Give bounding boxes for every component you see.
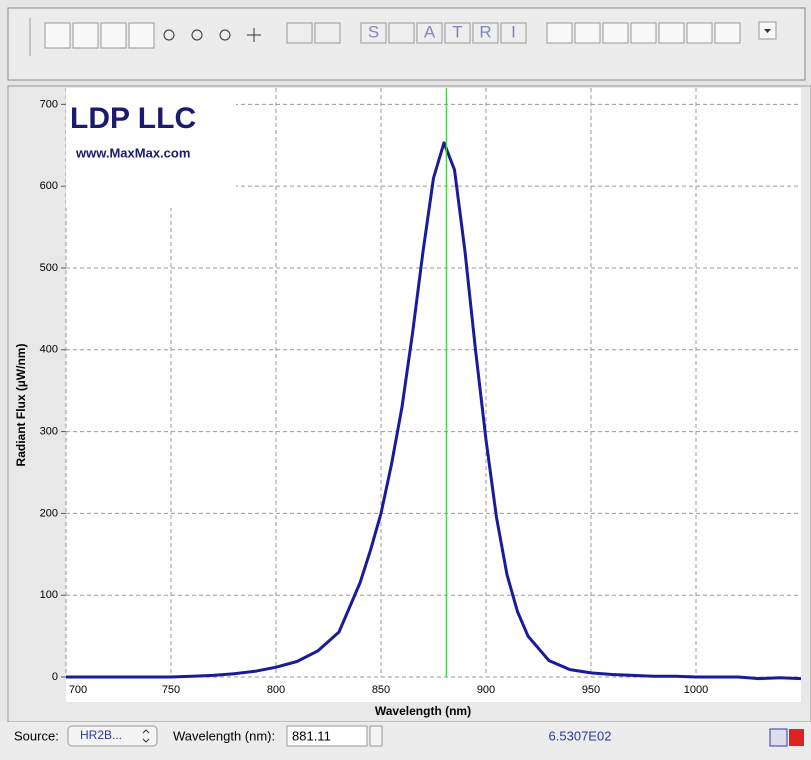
zoom-out[interactable] — [191, 29, 203, 41]
tool-button[interactable] — [128, 22, 155, 49]
text-button-label: S — [368, 22, 379, 41]
close-marker-button[interactable] — [789, 729, 804, 746]
curve-button[interactable] — [658, 22, 685, 44]
logo-subtitle: www.MaxMax.com — [75, 145, 190, 160]
source-label: Source: — [14, 728, 59, 743]
bulb-button[interactable] — [286, 22, 313, 44]
tool-button[interactable] — [44, 22, 71, 49]
tool-button[interactable] — [72, 22, 99, 49]
y-tick-label: 500 — [40, 262, 58, 274]
text-button-label: I — [511, 22, 516, 41]
peak-button[interactable] — [769, 728, 788, 747]
x-tick-label: 900 — [477, 684, 495, 696]
y-axis-label: Radiant Flux (µW/nm) — [14, 344, 28, 467]
copy-button[interactable] — [630, 22, 657, 44]
source-select[interactable] — [67, 725, 158, 747]
text-button[interactable] — [444, 22, 471, 44]
y-tick-label: 400 — [40, 344, 58, 356]
x-tick-label: 1000 — [684, 684, 708, 696]
x-tick-label: 700 — [69, 684, 87, 696]
y-tick-label: 600 — [40, 180, 58, 192]
plot: 0 100 200 300 400 500 600 700 700 750 800 850 900 950… — [40, 88, 802, 702]
pan[interactable] — [247, 28, 261, 42]
x-tick-label: 750 — [162, 684, 180, 696]
x-tick-label: 850 — [372, 684, 390, 696]
x-tick-label: 950 — [582, 684, 600, 696]
wavelength-input[interactable] — [286, 725, 368, 747]
y-tick-label: 200 — [40, 507, 58, 519]
zoom-in[interactable] — [163, 29, 175, 41]
source-value: HR2B... — [80, 728, 122, 742]
print-button[interactable] — [574, 22, 601, 44]
wavelength-label: Wavelength (nm): — [173, 728, 275, 743]
text-button[interactable] — [500, 22, 527, 44]
zoom-reset[interactable] — [219, 29, 231, 41]
text-button[interactable] — [416, 22, 443, 44]
export-button[interactable] — [686, 22, 713, 44]
text-button[interactable] — [360, 22, 387, 44]
select-arrows — [142, 729, 150, 743]
text-button-label: R — [479, 22, 491, 41]
y-tick-label: 0 — [52, 671, 58, 683]
wavelength-spinner[interactable] — [369, 725, 383, 747]
save-button[interactable] — [546, 22, 573, 44]
y-tick-label: 700 — [40, 98, 58, 110]
logo-backdrop — [66, 88, 236, 208]
text-button[interactable] — [472, 22, 499, 44]
text-button-label: T — [452, 22, 462, 41]
x-axis-label: Wavelength (nm) — [375, 704, 471, 718]
tool-button[interactable] — [100, 22, 127, 49]
marker-readout: 6.5307E02 — [549, 728, 612, 743]
tool-buttons — [44, 21, 777, 49]
spectrum-line — [66, 141, 802, 681]
menu-arrow — [764, 29, 771, 33]
text-button-label: A — [424, 22, 436, 41]
x-tick-label: 800 — [267, 684, 285, 696]
toolbar — [7, 7, 806, 81]
dash-button[interactable] — [388, 22, 415, 44]
y-tick-label: 100 — [40, 589, 58, 601]
copy-button[interactable] — [602, 22, 629, 44]
logo-title: LDP LLC — [70, 102, 196, 135]
y-tick-label: 300 — [40, 425, 58, 437]
bulb-button[interactable] — [314, 22, 341, 44]
close-button[interactable] — [714, 22, 741, 44]
wavelength-value: 881.11 — [292, 728, 331, 743]
